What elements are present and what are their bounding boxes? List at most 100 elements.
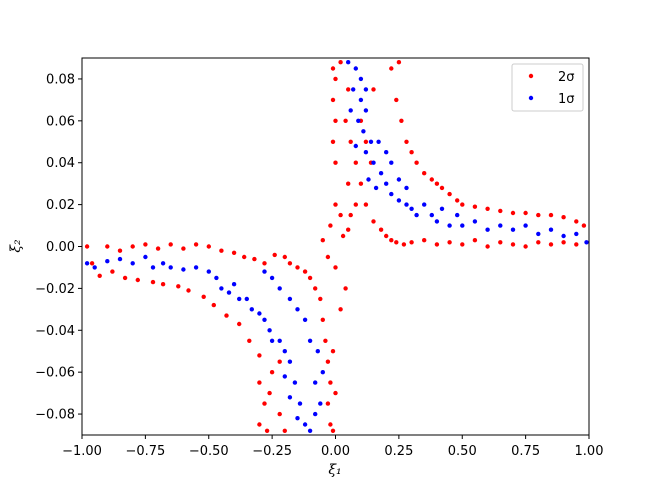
data-point (368, 139, 374, 144)
data-point (287, 261, 293, 266)
data-point (262, 261, 267, 266)
data-point (485, 244, 490, 249)
data-point (460, 202, 465, 207)
data-point (318, 296, 323, 302)
data-point (257, 311, 262, 316)
data-point (181, 246, 186, 251)
data-point (320, 238, 325, 243)
data-point (351, 87, 356, 92)
data-point (297, 401, 303, 406)
data-point (315, 349, 320, 354)
data-point (242, 254, 247, 260)
data-point (434, 181, 440, 186)
data-point (307, 428, 313, 433)
series-2sigma (84, 60, 587, 433)
data-point (262, 269, 267, 274)
data-point (422, 202, 427, 207)
data-point (343, 118, 348, 124)
data-point (455, 212, 460, 218)
y-tick-label: 0.06 (46, 114, 75, 129)
data-point (122, 275, 128, 281)
data-point (472, 204, 478, 209)
y-axis-label: ξ₂ (8, 239, 24, 253)
data-point (536, 212, 541, 218)
data-point (320, 317, 325, 322)
data-point (434, 242, 440, 247)
data-point (277, 411, 282, 417)
data-point (277, 286, 282, 291)
data-point (404, 185, 409, 191)
y-tick-label: −0.08 (35, 408, 75, 423)
data-point (264, 428, 270, 433)
data-point (378, 171, 384, 176)
y-tick-label: −0.06 (35, 366, 75, 381)
data-point (267, 328, 272, 333)
data-point (371, 219, 376, 224)
data-point (561, 215, 566, 220)
data-point (287, 359, 293, 364)
data-point (338, 60, 343, 65)
data-point (574, 242, 579, 247)
data-point (394, 97, 399, 103)
data-point (574, 219, 579, 224)
data-point (523, 223, 528, 228)
data-point (353, 202, 358, 207)
data-point (262, 401, 267, 406)
data-point (340, 233, 346, 239)
series-1sigma (84, 60, 589, 433)
data-point (498, 240, 503, 245)
x-tick-label: 0.25 (384, 444, 413, 459)
data-point (498, 208, 503, 214)
data-point (384, 181, 389, 186)
data-point (287, 296, 293, 302)
data-point (404, 139, 409, 144)
data-point (510, 210, 516, 216)
data-point (333, 118, 338, 124)
data-point (389, 191, 394, 197)
data-point (376, 139, 381, 144)
data-point (186, 288, 191, 293)
data-point (249, 307, 254, 312)
data-point (257, 353, 262, 358)
data-point (353, 160, 358, 165)
data-point (396, 177, 402, 182)
data-point (330, 139, 336, 144)
data-point (348, 212, 353, 218)
data-point (409, 206, 414, 211)
data-point (267, 390, 272, 396)
data-point (447, 191, 452, 197)
data-point (363, 150, 369, 155)
data-point (168, 265, 173, 270)
data-point (439, 185, 445, 191)
data-point (105, 244, 110, 249)
data-point (295, 416, 300, 421)
data-point (561, 240, 566, 245)
data-point (333, 265, 338, 270)
data-point (282, 428, 287, 433)
data-point (318, 401, 323, 406)
data-point (338, 212, 343, 218)
data-point (160, 282, 166, 287)
data-point (105, 259, 110, 264)
data-point (561, 233, 566, 239)
y-axis-ticks: −0.08 −0.06 −0.04 −0.02 0.00 0.02 0.04 0.06 0.08 (35, 72, 82, 423)
data-point (130, 244, 135, 249)
data-point (302, 422, 308, 427)
data-point (269, 370, 275, 375)
data-point (160, 261, 166, 266)
data-point (439, 206, 445, 211)
data-point (396, 60, 402, 65)
data-point (409, 150, 414, 155)
data-point (237, 321, 242, 327)
data-point (363, 139, 369, 144)
data-point (292, 380, 298, 385)
data-point (346, 227, 351, 232)
x-axis-ticks: −1.00 −0.75 −0.50 −0.25 0.00 0.25 0.50 0.75 1.00 (62, 435, 603, 459)
data-point (378, 227, 384, 232)
data-point (414, 160, 419, 165)
data-point (485, 227, 490, 232)
data-point (401, 242, 407, 247)
data-point (84, 244, 90, 249)
data-point (224, 313, 229, 318)
data-point (244, 296, 249, 302)
